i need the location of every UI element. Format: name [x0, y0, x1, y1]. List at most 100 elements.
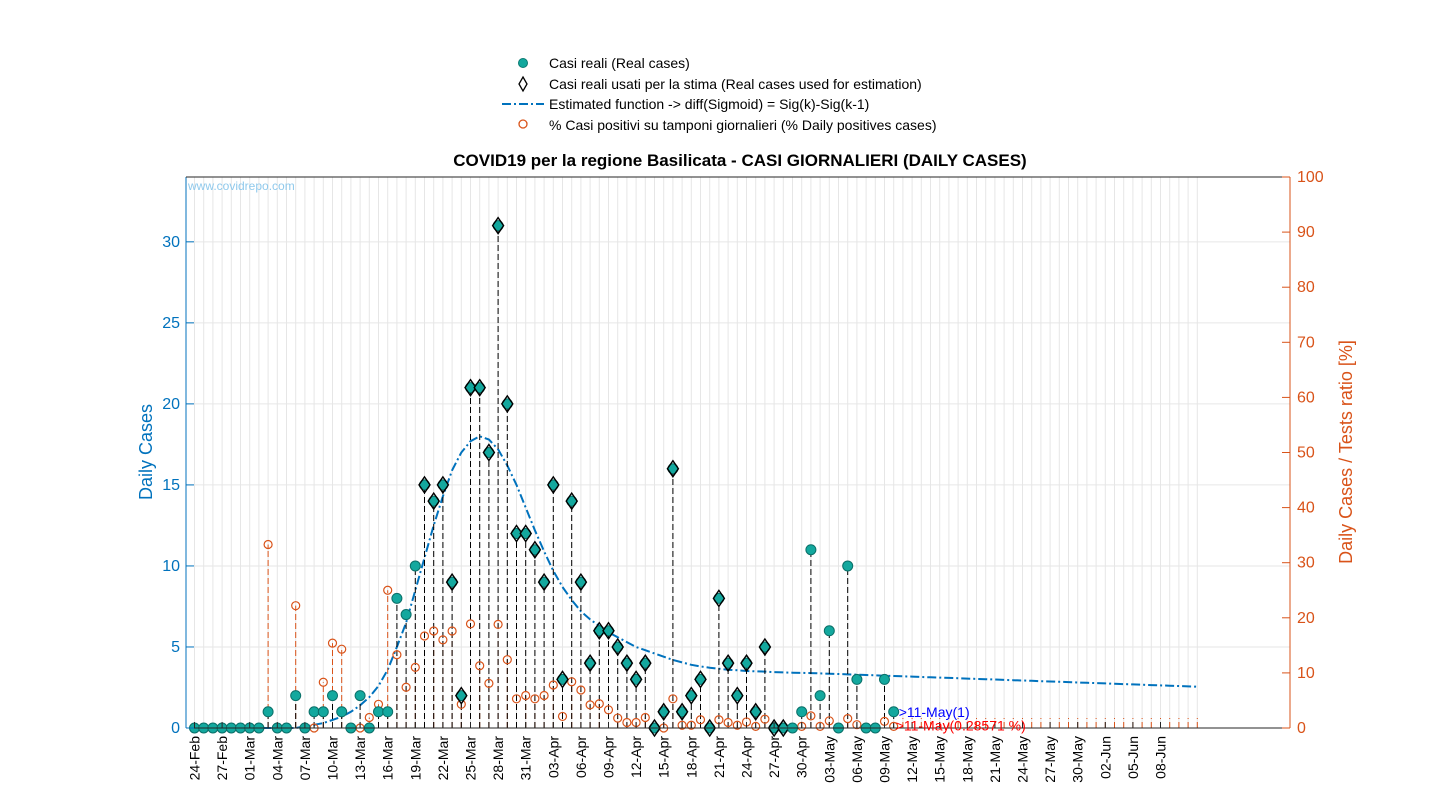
estimation-point	[602, 621, 615, 641]
x-tick-label: 28-Mar	[490, 736, 506, 781]
x-tick-label: 12-May	[904, 736, 920, 783]
estimation-point	[620, 653, 634, 673]
y-tick-label: 5	[171, 639, 180, 656]
pct-point	[548, 680, 558, 690]
x-tick-label: 12-Apr	[628, 736, 644, 778]
estimation-point	[712, 589, 726, 608]
pct-point	[502, 655, 512, 665]
estimation-point	[556, 670, 569, 689]
x-tick-label: 21-Apr	[711, 736, 727, 778]
estimation-point	[767, 718, 781, 738]
estimation-point	[537, 572, 551, 592]
estimation-point	[491, 216, 505, 235]
estimation-point	[418, 475, 431, 495]
estimation-point	[666, 459, 680, 478]
x-tick-label: 04-Mar	[269, 736, 285, 781]
x-tick-label: 01-Mar	[242, 736, 258, 781]
case-point	[842, 560, 854, 572]
x-tick-label: 10-Mar	[325, 736, 341, 781]
estimation-point	[703, 718, 717, 738]
case-point	[851, 673, 863, 685]
estimation-point	[510, 524, 523, 543]
case-point	[382, 706, 394, 718]
pct-point	[392, 650, 402, 660]
pct-point	[475, 661, 485, 671]
estimation-point	[638, 653, 652, 673]
pct-point	[640, 712, 650, 723]
pct-point	[723, 717, 733, 728]
case-point	[391, 592, 403, 604]
pct-point	[337, 644, 347, 654]
pct-point	[364, 712, 374, 723]
y-tick-label: 15	[162, 477, 180, 494]
x-tick-label: 05-Jun	[1125, 736, 1141, 779]
x-tick-label: 18-May	[959, 736, 975, 783]
pct-point	[447, 626, 457, 636]
legend-label-pct: % Casi positivi su tamponi giornalieri (…	[549, 117, 936, 133]
case-point	[327, 690, 338, 702]
pct-point	[760, 714, 770, 724]
chart-title: COVID19 per la regione Basilicata - CASI…	[453, 151, 1026, 170]
y-right-tick-label: 50	[1297, 445, 1315, 462]
estimation-point	[583, 653, 597, 673]
pct-point	[567, 677, 577, 687]
estimation-point	[730, 686, 744, 705]
estimation-point	[574, 572, 588, 592]
case-point	[888, 706, 900, 718]
legend-marker-estimation	[518, 75, 528, 93]
x-tick-label: 30-May	[1070, 736, 1086, 783]
estimation-point	[445, 572, 459, 592]
pct-point	[852, 720, 862, 730]
legend-label-estimation: Casi reali usati per la stima (Real case…	[549, 76, 922, 92]
pct-point	[695, 715, 706, 725]
pct-point	[327, 638, 338, 648]
pct-point	[815, 721, 825, 731]
pct-point	[511, 694, 522, 704]
case-point	[805, 544, 817, 556]
x-tick-label: 06-May	[849, 736, 865, 783]
x-tick-label: 25-Mar	[463, 736, 479, 781]
x-tick-label: 09-Apr	[601, 736, 617, 778]
x-tick-label: 06-Apr	[573, 736, 589, 778]
legend-marker-cases	[518, 58, 528, 68]
estimation-point	[629, 670, 643, 689]
y-right-tick-label: 40	[1297, 500, 1315, 517]
estimation-point	[464, 378, 477, 397]
x-tick-label: 18-Apr	[683, 736, 699, 778]
estimation-point	[565, 491, 579, 511]
pct-point	[530, 694, 540, 704]
legend: Casi reali (Real cases) Casi reali usati…	[502, 55, 936, 133]
estimation-point	[740, 653, 753, 673]
pct-point	[291, 601, 301, 611]
watermark: www.covidrepo.com	[187, 179, 295, 193]
x-tick-label: 22-Mar	[435, 736, 451, 781]
y-tick-label: 25	[162, 315, 180, 332]
x-tick-label: 24-Apr	[739, 736, 755, 778]
estimation-point	[546, 475, 560, 495]
case-point	[308, 706, 320, 718]
pct-point	[521, 690, 531, 701]
x-tick-label: 03-May	[821, 736, 837, 783]
x-tick-label: 30-Apr	[794, 736, 810, 778]
y-right-tick-label: 100	[1297, 169, 1324, 186]
x-tick-label: 02-Jun	[1097, 736, 1113, 779]
y-tick-label: 20	[162, 396, 180, 413]
x-tick-label: 27-Apr	[766, 736, 782, 778]
estimation-point	[454, 686, 468, 705]
legend-marker-pct	[518, 119, 528, 129]
annotation-last-pct: >11-May(0.28571 %)	[896, 717, 1026, 733]
x-tick-label: 03-Apr	[545, 736, 561, 778]
pct-point	[603, 705, 614, 715]
estimation-point	[657, 702, 671, 722]
pct-point	[484, 678, 494, 688]
x-tick-label: 15-May	[932, 736, 948, 783]
estimation-point	[427, 491, 441, 511]
pct-point	[677, 720, 687, 730]
x-tick-label: 27-Feb	[214, 736, 230, 781]
pct-point	[622, 717, 632, 728]
estimation-point	[500, 394, 514, 414]
x-tick-label: 16-Mar	[380, 736, 396, 781]
pct-point	[576, 685, 586, 695]
pct-point	[465, 619, 476, 629]
estimation-point	[648, 718, 661, 738]
